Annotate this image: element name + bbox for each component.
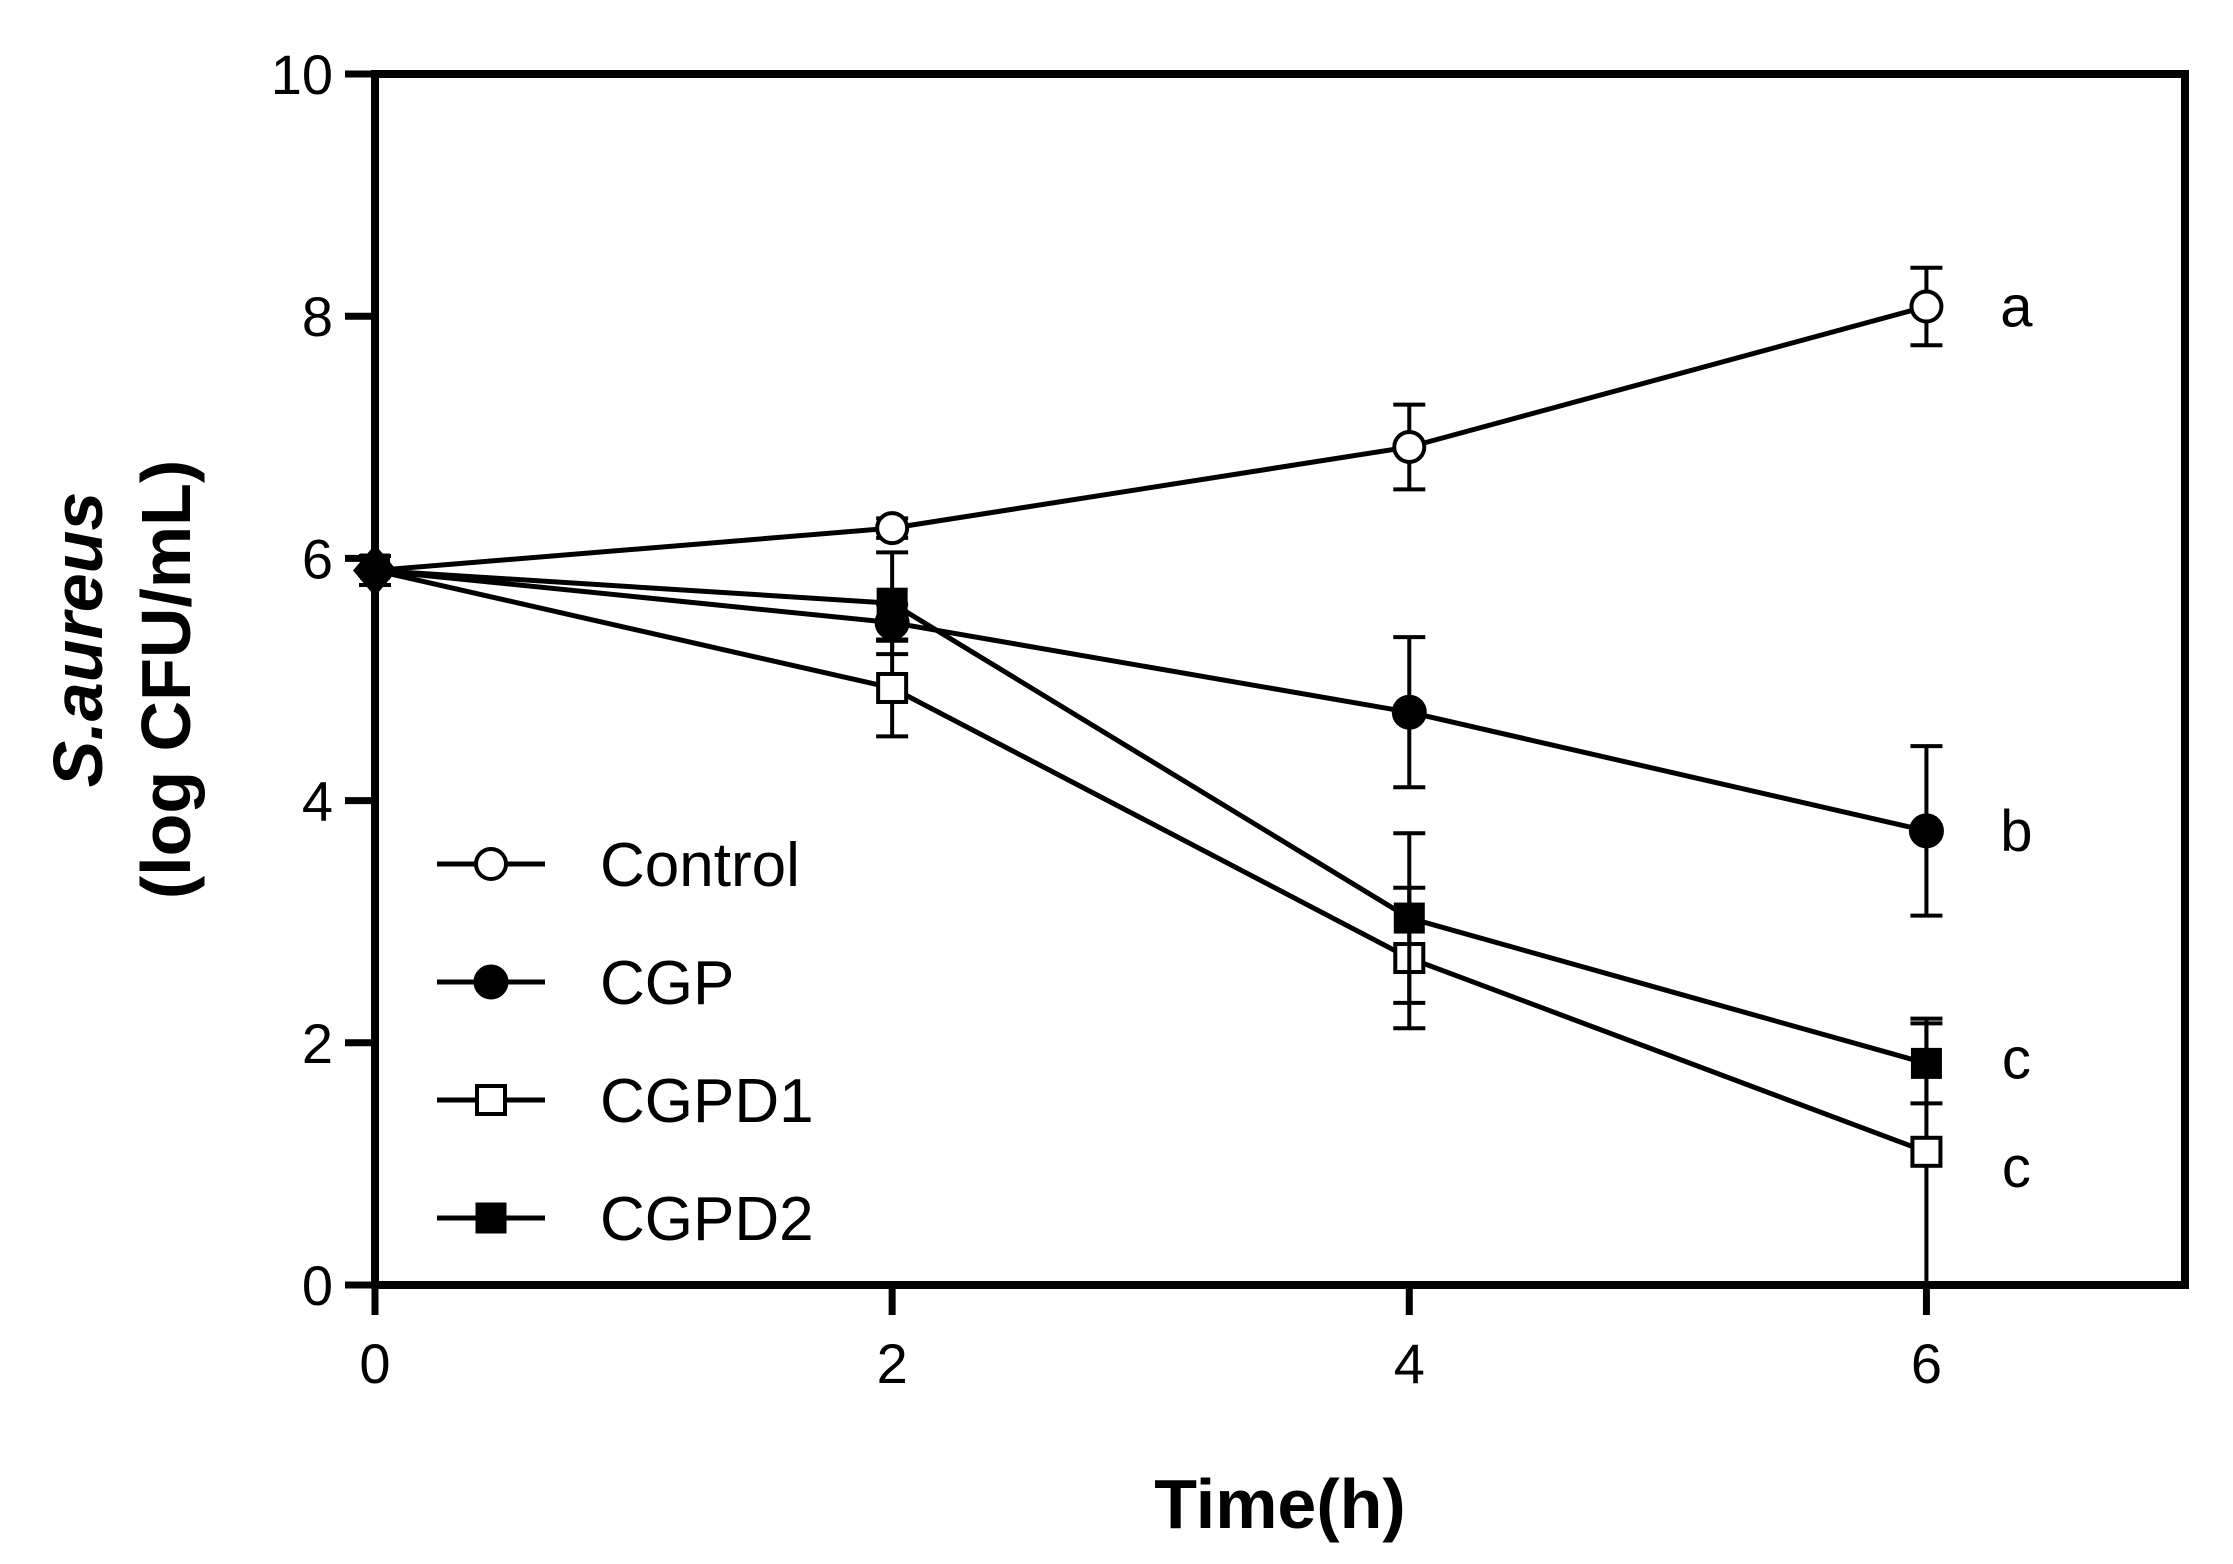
y-tick-label: 8 bbox=[302, 285, 333, 348]
legend-label: CGPD2 bbox=[600, 1185, 814, 1254]
axes: 0 2 4 6 8 10 0 2 4 6 bbox=[271, 43, 2189, 1395]
axis-titles: Time(h) S.aureus (log CFU/mL) bbox=[39, 460, 1406, 1543]
y-axis-title-units: (log CFU/mL) bbox=[127, 460, 205, 899]
legend-item-cgp: CGP bbox=[437, 949, 734, 1018]
series-control: a bbox=[359, 265, 2033, 588]
x-tick-label: 4 bbox=[1394, 1332, 1425, 1395]
start-point-cluster bbox=[353, 544, 397, 597]
y-tick-label: 2 bbox=[302, 1012, 333, 1075]
legend-marker bbox=[475, 1202, 507, 1234]
start-point-marker-square bbox=[360, 553, 390, 580]
data-point bbox=[1908, 813, 1944, 849]
data-point bbox=[1393, 902, 1425, 934]
significance-label: b bbox=[2000, 799, 2032, 864]
data-point bbox=[1909, 289, 1944, 324]
legend-item-cgpd2: CGPD2 bbox=[437, 1185, 814, 1254]
legend-item-cgpd1: CGPD1 bbox=[437, 1067, 814, 1136]
significance-label: c bbox=[2002, 1026, 2031, 1091]
x-tick-label: 6 bbox=[1911, 1332, 1942, 1395]
x-tick-label: 2 bbox=[877, 1332, 908, 1395]
data-point bbox=[876, 587, 908, 619]
data-point bbox=[1391, 694, 1427, 730]
legend-label: Control bbox=[600, 831, 800, 900]
data-point bbox=[875, 511, 910, 546]
x-tick-label: 0 bbox=[359, 1332, 390, 1395]
y-tick-label: 6 bbox=[302, 527, 333, 590]
y-tick-label: 4 bbox=[302, 770, 333, 833]
plot-frame bbox=[371, 70, 2189, 1289]
legend-label: CGP bbox=[600, 949, 734, 1018]
y-axis-title-organism: S.aureus bbox=[39, 492, 117, 788]
legend-marker bbox=[473, 964, 509, 1000]
series-cgpd1: c bbox=[359, 553, 2031, 1285]
significance-label: c bbox=[2002, 1135, 2031, 1200]
data-point bbox=[1910, 1047, 1942, 1079]
series-line bbox=[374, 568, 1927, 834]
legend-marker bbox=[474, 847, 508, 881]
series-layer: a b cc bbox=[353, 265, 2033, 1285]
y-axis-title: S.aureus (log CFU/mL) bbox=[39, 460, 205, 899]
legend-marker bbox=[475, 1084, 507, 1116]
legend: Control CGP CGPD1 CGPD2 bbox=[437, 831, 814, 1254]
series-line bbox=[374, 304, 1928, 574]
series-cgpd2: c bbox=[359, 550, 2031, 1106]
legend-label: CGPD1 bbox=[600, 1067, 814, 1136]
data-point bbox=[1392, 429, 1427, 464]
y-tick-label: 10 bbox=[271, 43, 333, 106]
data-point bbox=[1910, 1135, 1943, 1168]
x-axis-title: Time(h) bbox=[1154, 1465, 1406, 1543]
significance-label: a bbox=[2000, 275, 2033, 340]
legend-item-control: Control bbox=[437, 831, 800, 900]
data-point bbox=[876, 671, 909, 704]
series-line bbox=[374, 568, 1928, 1155]
series-line bbox=[374, 568, 1928, 1066]
y-tick-label: 0 bbox=[302, 1254, 333, 1317]
